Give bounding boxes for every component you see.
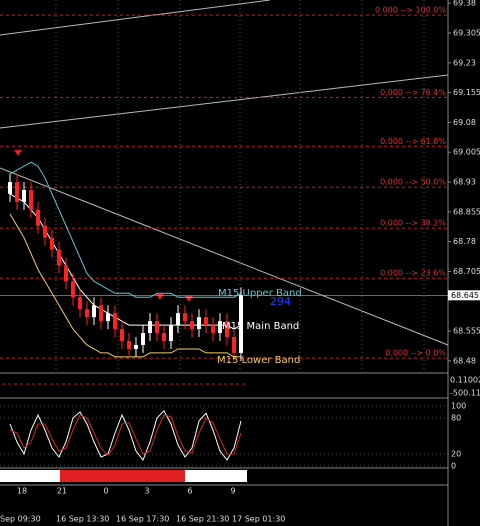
- candle-body: [162, 333, 166, 341]
- panel-label: -500.113: [450, 389, 480, 398]
- frame: [0, 0, 449, 526]
- candle-body: [120, 329, 124, 341]
- x-tick-label: 18: [17, 487, 27, 496]
- x-time-label: Sep 09:30: [0, 515, 41, 524]
- candle-body: [211, 325, 215, 334]
- candle-body: [36, 209, 40, 226]
- candle-body: [127, 341, 131, 349]
- x-time-label: 17 Sep 01:30: [232, 515, 285, 524]
- y-tick-label: 69.08: [453, 118, 476, 127]
- fib-label: 0.000 --> 100.0%: [375, 6, 446, 15]
- y-tick-label: 20: [451, 450, 461, 459]
- y-tick-label: 69.005: [453, 148, 480, 157]
- candle-body: [218, 321, 222, 334]
- x-time-label: 16 Sep 21:30: [176, 515, 229, 524]
- y-tick-label: 69.23: [453, 58, 476, 67]
- fib-label: 0.000 --> 0.0%: [385, 349, 446, 358]
- fib-label: 0.000 --> 50.0%: [380, 178, 446, 187]
- oscillator-line: [9, 414, 242, 456]
- panel-label: 0.110027: [450, 376, 480, 385]
- y-tick-label: 68.48: [453, 356, 476, 365]
- candle-body: [29, 189, 33, 210]
- x-time-label: 16 Sep 17:30: [116, 515, 169, 524]
- x-tick-label: 9: [230, 487, 235, 496]
- strip-block: [0, 470, 60, 482]
- candle-body: [22, 189, 26, 202]
- candle-body: [64, 265, 68, 282]
- fib-label: 0.000 --> 23.6%: [380, 269, 446, 278]
- trendline: [0, 0, 271, 36]
- y-tick-label: 68.93: [453, 178, 476, 187]
- y-tick-label: 0: [451, 462, 456, 471]
- candle-body: [50, 237, 54, 250]
- candle-body: [197, 317, 201, 330]
- y-tick-label: 68.705: [453, 267, 480, 276]
- last-price-label: 68.645: [451, 291, 479, 300]
- candle-body: [71, 281, 75, 298]
- candle-body: [15, 182, 19, 202]
- candle-body: [183, 313, 187, 322]
- y-tick-label: 69.305: [453, 28, 480, 37]
- y-tick-label: 69.155: [453, 88, 480, 97]
- x-tick-label: 3: [144, 487, 149, 496]
- candle-body: [141, 333, 145, 345]
- band-line: [9, 193, 242, 330]
- candle-body: [225, 321, 229, 338]
- annotation: 294: [270, 295, 291, 308]
- band-line: [9, 213, 241, 358]
- strip-block: [185, 470, 247, 482]
- x-tick-label: 0: [103, 487, 108, 496]
- x-tick-label: 21: [57, 487, 67, 496]
- band-line: [9, 161, 242, 298]
- candle-body: [106, 313, 110, 322]
- x-tick-label: 6: [187, 487, 192, 496]
- candle-body: [113, 313, 117, 330]
- candle-body: [92, 305, 96, 318]
- candle-body: [8, 182, 12, 194]
- candle-body: [148, 321, 152, 334]
- candle-body: [43, 225, 47, 238]
- y-tick-label: 68.555: [453, 327, 480, 336]
- x-time-label: 16 Sep 13:30: [56, 515, 109, 524]
- fib-label: 0.000 --> 61.8%: [380, 137, 446, 146]
- candle-body: [78, 297, 82, 310]
- candle-body: [176, 313, 180, 326]
- candle-body: [57, 249, 61, 266]
- trendline: [0, 167, 449, 346]
- y-tick-label: 80: [451, 414, 461, 423]
- candle-body: [169, 325, 173, 341]
- legend-label: M15 Main Band: [222, 321, 299, 332]
- arrow: [14, 150, 22, 156]
- oscillator-line: [9, 409, 242, 462]
- y-tick-label: 100: [451, 402, 466, 411]
- legend-label: M15 Upper Band: [218, 288, 302, 299]
- candle-body: [99, 305, 103, 322]
- candle-body: [239, 295, 243, 353]
- legend-label: M15 Lower Band: [217, 355, 300, 366]
- candle-body: [134, 344, 138, 349]
- y-tick-label: 68.78: [453, 237, 476, 246]
- fib-label: 0.000 --> 76.4%: [380, 88, 446, 97]
- candle-body: [232, 337, 236, 353]
- candle-body: [85, 309, 89, 318]
- fib-label: 0.000 --> 38.2%: [380, 219, 446, 228]
- strip-block: [60, 470, 185, 482]
- bar-strip: [0, 470, 247, 482]
- y-tick-label: 69.38: [453, 0, 476, 8]
- candle-body: [190, 321, 194, 330]
- trendlines: [0, 0, 449, 346]
- trendline: [0, 74, 449, 129]
- y-tick-label: 68.855: [453, 207, 480, 216]
- last-price-box: [448, 290, 480, 301]
- candle-body: [204, 317, 208, 326]
- candle-body: [155, 321, 159, 334]
